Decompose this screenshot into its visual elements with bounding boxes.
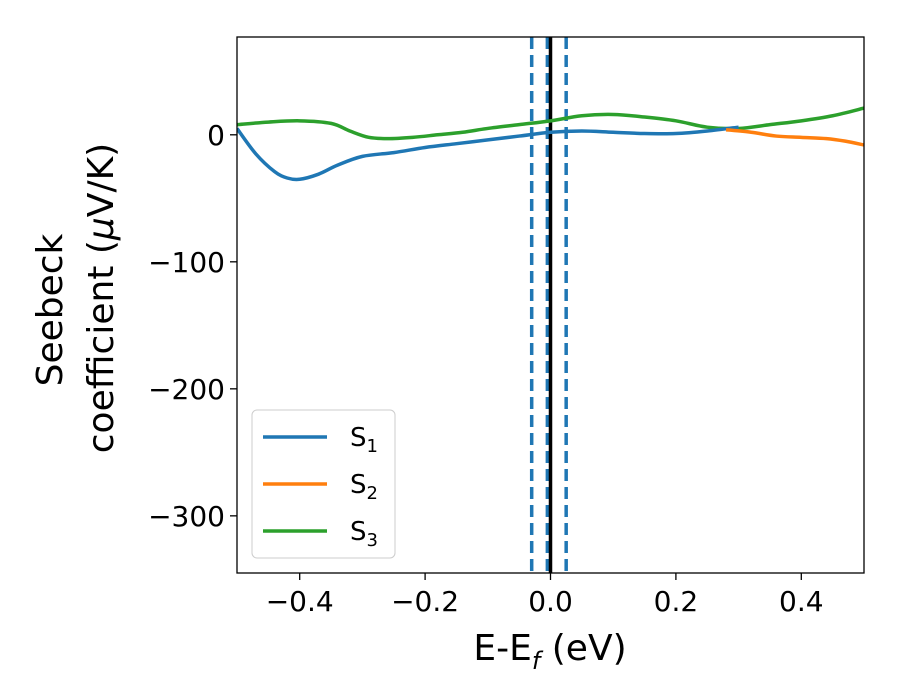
- series-line-s3: [237, 106, 864, 141]
- plot-area: [236, 36, 865, 574]
- x-tick-label: 0.4: [779, 585, 824, 618]
- x-tick-label: −0.2: [391, 585, 459, 618]
- series-lines: [237, 106, 864, 182]
- y-axis-label-line1: Seebeck: [30, 233, 71, 386]
- legend-label-s1: S1: [350, 423, 378, 457]
- legend: S1 S2 S3: [251, 409, 396, 559]
- y-tick-label: 0: [207, 119, 225, 152]
- x-axis: −0.4 −0.2 0.0 0.2 0.4: [266, 573, 824, 618]
- series-line-s1: [237, 125, 739, 182]
- x-axis-label: E-Ef (eV): [473, 628, 626, 675]
- x-tick-label: 0.2: [654, 585, 699, 618]
- series-line-s2: [725, 127, 864, 147]
- y-axis-label-line2: coefficient (μV/K): [81, 143, 122, 453]
- y-tick-label: −300: [148, 500, 225, 533]
- x-tick-label: 0.0: [528, 585, 573, 618]
- y-tick-label: −200: [148, 373, 225, 406]
- reference-lines: [529, 37, 568, 573]
- legend-label-s2: S2: [350, 470, 378, 504]
- y-axis: 0 −100 −200 −300: [148, 119, 237, 533]
- y-axis-label: Seebeck coefficient (μV/K): [30, 143, 122, 453]
- y-tick-label: −100: [148, 246, 225, 279]
- x-tick-label: −0.4: [266, 585, 334, 618]
- legend-label-s3: S3: [350, 517, 378, 551]
